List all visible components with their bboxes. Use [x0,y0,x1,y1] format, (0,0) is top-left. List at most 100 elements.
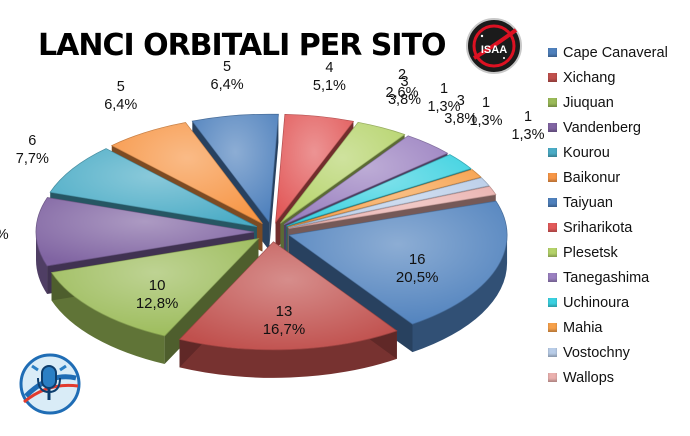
legend-swatch [548,248,557,257]
legend-label: Plesetsk [563,244,618,261]
slice-label-xichang: 13 16,7% [262,303,306,339]
slice-gloss [275,114,354,223]
slice-label-uchinoura: 2 2,6% [380,66,424,102]
slice-gloss [288,177,490,228]
legend-item-wallops: Wallops [548,365,668,390]
legend-swatch [548,323,557,332]
legend-label: Baikonur [563,169,621,186]
slice-value: 3 [456,93,465,110]
slice-edge-taiyuan [269,114,279,251]
legend-label: Jiuquan [563,94,614,111]
legend-item-cape-canaveral: Cape Canaveral [548,40,668,65]
slice-value: 13 [275,302,293,320]
slice-percent: 2,6% [385,85,419,101]
slice-percent: 3,8% [444,111,478,128]
slice-label-baikonur: 5 6,4% [99,78,143,114]
isaa-logo: ISAA [466,18,522,74]
slice-gloss [111,122,263,224]
legend-label: Sriharikota [563,219,633,236]
slice-value: 1 [481,95,491,111]
slice-label-kourou: 6 7,7% [10,132,54,168]
legend-swatch [548,48,557,57]
legend-swatch [548,223,557,232]
slice-value: 1 [523,109,533,125]
slice-gloss [192,114,279,223]
slice-side-xichang [179,330,397,378]
slice-label-tanegashima: 3 3,8% [439,92,483,128]
legend-label: Tanegashima [563,269,650,286]
slice-gloss [179,241,397,350]
slice-label-vandenberg: 810,3% [0,208,10,244]
legend-label: Cape Canaveral [563,44,668,61]
slice-value: 5 [116,79,125,96]
slice-label-taiyuan: 5 6,4% [205,58,249,94]
slice-label-jiuquan: 10 12,8% [135,277,179,313]
slice-percent: 5,1% [312,78,346,95]
legend-swatch [548,298,557,307]
slice-gloss [280,122,405,224]
slice-side-vandenberg [36,231,48,294]
slice-percent: 1,3% [427,99,461,115]
slice-gloss [50,148,257,227]
legend-swatch [548,273,557,282]
legend-label: Kourou [563,144,610,161]
slice-gloss [283,135,448,225]
slice-gloss [36,197,255,266]
slice-value: 5 [223,59,232,76]
slice-percent: 12,8% [135,294,179,312]
legend-swatch [548,148,557,157]
slice-label-mahia: 1 1,3% [422,80,466,116]
legend-label: Vostochny [563,344,630,361]
slice-gloss [51,238,259,337]
slice-gloss [287,169,481,228]
slice-label-plesetsk: 3 3,8% [383,73,427,109]
legend-item-taiyuan: Taiyuan [548,190,668,215]
slice-label-sriharikota: 4 5,1% [307,59,351,95]
slice-gloss [286,154,471,227]
slice-percent: 7,7% [15,151,49,168]
astronomy-radio-logo [19,353,81,415]
legend-label: Mahia [563,319,603,336]
slice-side-jiuquan [51,272,165,365]
legend-swatch [548,98,557,107]
slice-value: 10 [148,276,166,294]
slice-label-cape-canaveral: 16 20,5% [395,251,439,287]
legend-item-uchinoura: Uchinoura [548,290,668,315]
svg-text:ISAA: ISAA [481,44,507,56]
slice-percent: 20,5% [395,268,439,286]
slice-gloss [288,186,496,229]
chart-title: LANCI ORBITALI PER SITO [38,28,447,63]
legend-item-vostochny: Vostochny [548,340,668,365]
legend-item-baikonur: Baikonur [548,165,668,190]
legend-swatch [548,173,557,182]
legend-item-kourou: Kourou [548,140,668,165]
legend-label: Xichang [563,69,616,86]
slice-percent: 1,3% [469,113,503,129]
legend-item-mahia: Mahia [548,315,668,340]
slice-percent: 3,8% [387,91,422,108]
slice-value: 8 [0,208,10,226]
slice-value: 16 [408,250,426,268]
legend-swatch [548,73,557,82]
legend-label: Vandenberg [563,119,641,136]
legend-swatch [548,123,557,132]
slice-value: 4 [325,60,334,77]
slice-value: 3 [400,73,409,90]
slice-label-vostochny: 1 1,3% [464,94,508,130]
legend-swatch [548,198,557,207]
slice-value: 1 [439,81,449,97]
legend-label: Uchinoura [563,294,630,311]
slice-percent: 6,4% [210,77,244,94]
legend: Cape Canaveral Xichang Jiuquan Vandenberg Ko… [548,40,668,390]
slice-percent: 6,4% [104,97,138,114]
legend-swatch [548,348,557,357]
slice-percent: 16,7% [262,320,306,338]
legend-item-sriharikota: Sriharikota [548,215,668,240]
slice-side-cape-canaveral [412,235,508,353]
slice-percent: 10,3% [0,226,10,244]
legend-label: Wallops [563,369,615,386]
slice-gloss [289,201,508,325]
legend-item-vandenberg: Vandenberg [548,115,668,140]
legend-item-tanegashima: Tanegashima [548,265,668,290]
